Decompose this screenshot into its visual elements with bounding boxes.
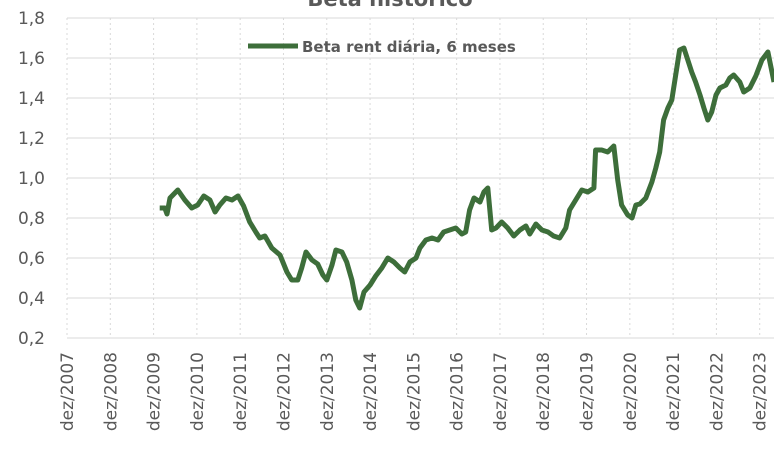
y-tick-label: 0,2: [18, 329, 45, 349]
x-tick-label: dez/2011: [231, 352, 251, 431]
y-tick-label: 0,4: [18, 289, 45, 309]
x-tick-label: dez/2022: [707, 352, 727, 431]
x-tick-label: dez/2014: [361, 352, 381, 431]
y-tick-label: 1,8: [18, 9, 45, 29]
y-tick-label: 1,6: [18, 49, 45, 69]
x-tick-label: dez/2010: [188, 352, 208, 431]
y-tick-label: 1,4: [18, 89, 45, 109]
x-tick-label: dez/2016: [448, 352, 468, 431]
x-tick-label: dez/2009: [145, 352, 165, 431]
x-tick-label: dez/2008: [101, 352, 121, 431]
x-tick-label: dez/2020: [621, 352, 641, 431]
data-line: [159, 45, 774, 311]
x-tick-label: dez/2007: [58, 352, 78, 431]
x-tick-label: dez/2013: [318, 352, 338, 431]
x-tick-label: dez/2018: [534, 352, 554, 431]
x-tick-label: dez/2023: [751, 352, 771, 431]
x-tick-label: dez/2017: [491, 352, 511, 431]
y-tick-label: 0,6: [18, 249, 45, 269]
y-tick-label: 1,2: [18, 129, 45, 149]
y-tick-label: 0,8: [18, 209, 45, 229]
chart-title: Beta histórico: [307, 0, 472, 11]
legend-label: Beta rent diária, 6 meses: [302, 38, 516, 56]
x-tick-label: dez/2019: [578, 352, 598, 431]
x-tick-label: dez/2012: [274, 352, 294, 431]
y-tick-label: 1,0: [18, 169, 45, 189]
x-tick-label: dez/2015: [404, 352, 424, 431]
x-tick-label: dez/2021: [664, 352, 684, 431]
